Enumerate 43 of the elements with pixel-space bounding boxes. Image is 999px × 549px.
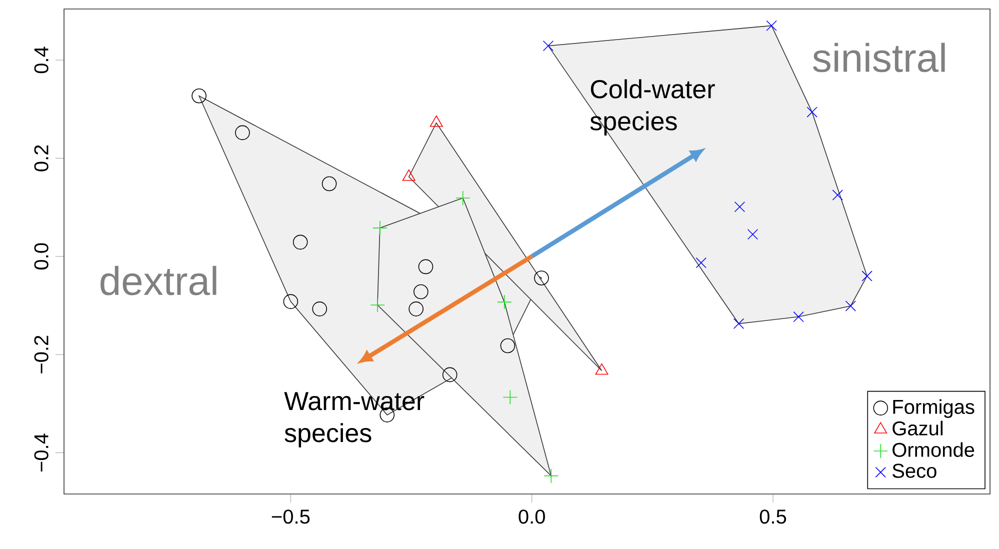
point bbox=[370, 298, 385, 312]
point bbox=[235, 125, 250, 140]
point bbox=[455, 190, 470, 206]
point bbox=[862, 270, 872, 282]
x-tick-label: 0.5 bbox=[760, 510, 786, 524]
point bbox=[500, 338, 516, 354]
y-tick-label: −0.4 bbox=[34, 434, 48, 472]
legend-label: Seco bbox=[892, 464, 936, 478]
point bbox=[696, 257, 706, 268]
point bbox=[372, 220, 388, 236]
point bbox=[806, 106, 818, 118]
point bbox=[442, 367, 458, 382]
point bbox=[496, 294, 512, 310]
point bbox=[845, 300, 856, 312]
point bbox=[418, 259, 434, 274]
point bbox=[734, 201, 746, 212]
point bbox=[322, 176, 337, 192]
point bbox=[544, 468, 559, 484]
annotation: sinistral bbox=[812, 42, 945, 72]
point bbox=[192, 88, 206, 104]
point bbox=[408, 302, 424, 316]
y-tick-label: −0.2 bbox=[34, 336, 48, 374]
point bbox=[534, 270, 549, 286]
y-tick-label: 0.4 bbox=[34, 46, 48, 74]
legend-label: Gazul bbox=[892, 420, 943, 436]
x-tick-label: −0.5 bbox=[272, 510, 310, 524]
x-tick-label: 0.0 bbox=[518, 510, 545, 524]
point bbox=[312, 302, 328, 316]
point bbox=[766, 20, 777, 32]
point bbox=[542, 40, 554, 52]
legend-label: Formigas bbox=[893, 399, 974, 418]
point bbox=[502, 390, 518, 405]
point bbox=[733, 318, 744, 329]
y-tick-label: 0.2 bbox=[34, 145, 48, 172]
y-tick-label: 0.0 bbox=[34, 243, 48, 270]
point bbox=[414, 284, 428, 300]
point bbox=[292, 234, 308, 250]
point bbox=[283, 294, 298, 309]
point bbox=[793, 311, 804, 322]
point bbox=[747, 228, 758, 240]
legend-label: Ormonde bbox=[892, 442, 974, 457]
annotation: dextral bbox=[100, 266, 216, 296]
point bbox=[832, 190, 843, 200]
